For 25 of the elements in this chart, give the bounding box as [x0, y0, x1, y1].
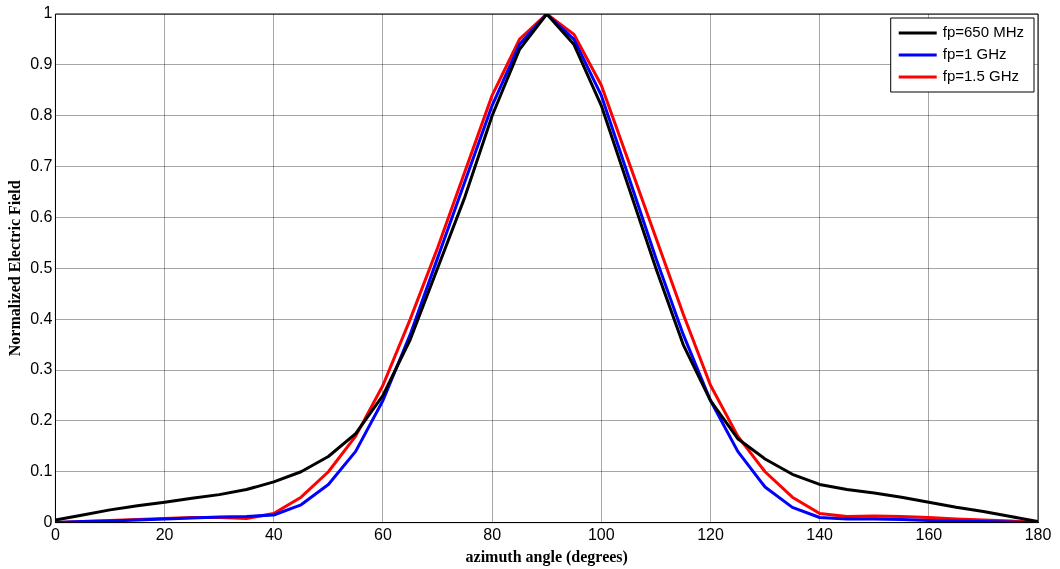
x-tick-label: 120 [697, 525, 724, 543]
y-tick-label: 0.1 [30, 462, 53, 480]
x-tick-label: 80 [483, 525, 502, 543]
legend-label: fp=650 MHz [942, 23, 1025, 41]
y-tick-label: 0.6 [30, 207, 53, 225]
x-axis-title: azimuth angle (degrees) [465, 547, 628, 566]
y-tick-label: 0.4 [30, 309, 53, 327]
x-tick-label: 100 [587, 525, 615, 543]
y-axis-title: Normalized Electric Field [5, 180, 23, 357]
y-tick-label: 0.3 [30, 360, 53, 378]
y-tick-label: 0.5 [30, 258, 53, 276]
legend-label: fp=1 GHz [942, 45, 1007, 63]
x-tick-label: 140 [806, 525, 834, 543]
y-tick-label: 0.2 [30, 411, 53, 429]
legend-label: fp=1.5 GHz [942, 67, 1020, 85]
y-tick-label: 0.7 [30, 156, 53, 174]
y-tick-label: 0.9 [30, 55, 53, 73]
x-tick-label: 180 [1024, 525, 1052, 543]
x-tick-label: 160 [915, 525, 943, 543]
x-tick-label: 60 [374, 525, 392, 543]
y-tick-label: 0.8 [30, 106, 53, 124]
y-tick-label: 1 [43, 4, 53, 22]
y-tick-label: 0 [43, 513, 53, 531]
x-tick-label: 20 [155, 525, 174, 543]
x-tick-label: 40 [264, 525, 283, 543]
